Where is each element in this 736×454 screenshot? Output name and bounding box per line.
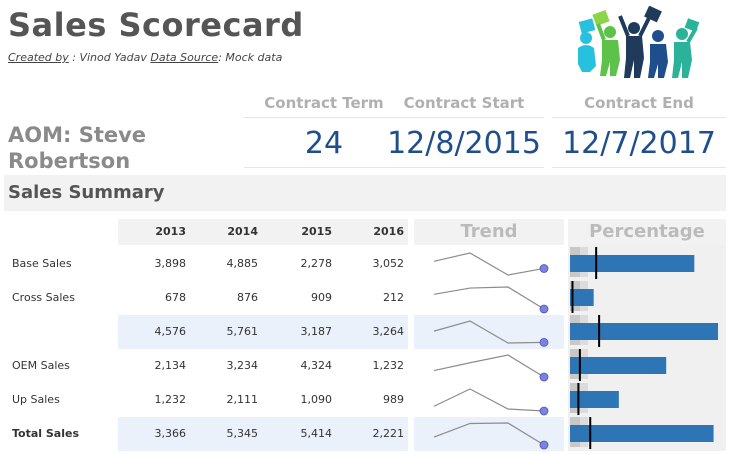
sparkline-end-dot — [539, 304, 549, 314]
table-cell: 3,366 — [154, 427, 187, 440]
contract-term-label: Contract Term — [244, 90, 404, 118]
sparkline-end-dot — [539, 264, 549, 273]
aom-name: AOM: Steve Robertson — [8, 122, 238, 174]
table-cell: 3,898 — [154, 257, 187, 270]
table-cell: 3,234 — [226, 359, 259, 372]
percentage-header: Percentage — [568, 219, 726, 245]
percentage-bar — [570, 255, 695, 272]
table-cell: 1,090 — [300, 393, 333, 406]
sparkline-end-dot — [539, 406, 549, 416]
table-cell: 1,232 — [154, 393, 187, 406]
table-cell: 2,111 — [226, 393, 259, 406]
data-source-label: Data Source — [150, 51, 219, 64]
table-row-highlight — [118, 315, 408, 349]
aom-line-1: AOM: Steve — [8, 123, 147, 147]
data-source-value: : Mock data — [218, 51, 283, 64]
table-cell: 909 — [311, 291, 332, 304]
row-label: OEM Sales — [12, 359, 70, 372]
table-cell: 3,264 — [372, 325, 405, 338]
table-cell: 2,221 — [372, 427, 405, 440]
target-marker — [598, 315, 601, 347]
sparkline — [433, 286, 545, 310]
table-cell: 3,052 — [372, 257, 405, 270]
contract-end-card: Contract End 12/7/2017 — [552, 90, 726, 168]
target-marker — [589, 417, 592, 449]
contract-start-label: Contract Start — [384, 90, 544, 118]
table-cell: 5,761 — [226, 325, 259, 338]
table-cell: 212 — [383, 291, 404, 304]
table-cell: 989 — [383, 393, 404, 406]
table-cell: 4,324 — [300, 359, 333, 372]
percentage-bar — [570, 323, 718, 340]
row-label: Cross Sales — [12, 291, 75, 304]
contract-end-value: 12/7/2017 — [552, 118, 726, 168]
sparkline-end-dot — [539, 372, 549, 382]
table-cell: 1,232 — [372, 359, 405, 372]
table-cell: 4,885 — [226, 257, 259, 270]
trend-sparklines — [433, 252, 549, 450]
created-by-value: : Vinod Yadav — [68, 51, 151, 64]
year-header-2014: 2014 — [227, 225, 258, 238]
table-cell: 876 — [237, 291, 258, 304]
target-marker — [578, 349, 581, 381]
contract-start-value: 12/8/2015 — [384, 118, 544, 168]
percentage-bar — [570, 289, 594, 306]
table-row-highlight — [118, 417, 408, 451]
contract-term-value: 24 — [244, 118, 404, 168]
sales-summary-title: Sales Summary — [8, 182, 165, 203]
created-by-label: Created by — [8, 51, 69, 64]
sparkline-end-dot — [539, 440, 549, 450]
row-label: Total Sales — [12, 427, 80, 440]
target-marker — [571, 281, 574, 313]
table-cell: 3,187 — [300, 325, 333, 338]
sparkline — [433, 354, 545, 378]
year-header-2015: 2015 — [301, 225, 332, 238]
row-label: Up Sales — [12, 393, 60, 406]
contract-start-card: Contract Start 12/8/2015 — [384, 90, 544, 168]
percentage-bar — [570, 391, 619, 408]
row-label: Base Sales — [12, 257, 72, 270]
target-marker — [595, 247, 598, 279]
table-cell: 5,414 — [300, 427, 333, 440]
contract-term-card: Contract Term 24 — [244, 90, 404, 168]
sparkline — [433, 320, 545, 344]
sales-summary-header: Sales Summary — [4, 175, 726, 211]
table-cell: 2,134 — [154, 359, 187, 372]
sparkline — [433, 388, 545, 412]
aom-line-2: Robertson — [8, 149, 131, 173]
sparkline — [433, 422, 545, 446]
sparkline-end-dot — [539, 337, 549, 347]
table-cell: 2,278 — [300, 257, 333, 270]
page-title: Sales Scorecard — [8, 6, 304, 44]
contract-end-label: Contract End — [552, 90, 726, 118]
percentage-bars — [568, 245, 726, 451]
table-cell: 678 — [165, 291, 186, 304]
target-marker — [577, 383, 580, 415]
year-header-2013: 2013 — [155, 225, 186, 238]
table-cell: 4,576 — [154, 325, 187, 338]
credits-line: Created by : Vinod Yadav Data Source: Mo… — [8, 51, 282, 64]
celebrating-team-icon — [578, 6, 700, 78]
year-header-2016: 2016 — [373, 225, 404, 238]
table-cell: 5,345 — [226, 427, 259, 440]
sparkline — [433, 252, 545, 276]
percentage-bar — [570, 357, 667, 374]
percentage-bar — [570, 425, 714, 442]
trend-header: Trend — [414, 219, 564, 245]
table-header — [118, 219, 408, 245]
